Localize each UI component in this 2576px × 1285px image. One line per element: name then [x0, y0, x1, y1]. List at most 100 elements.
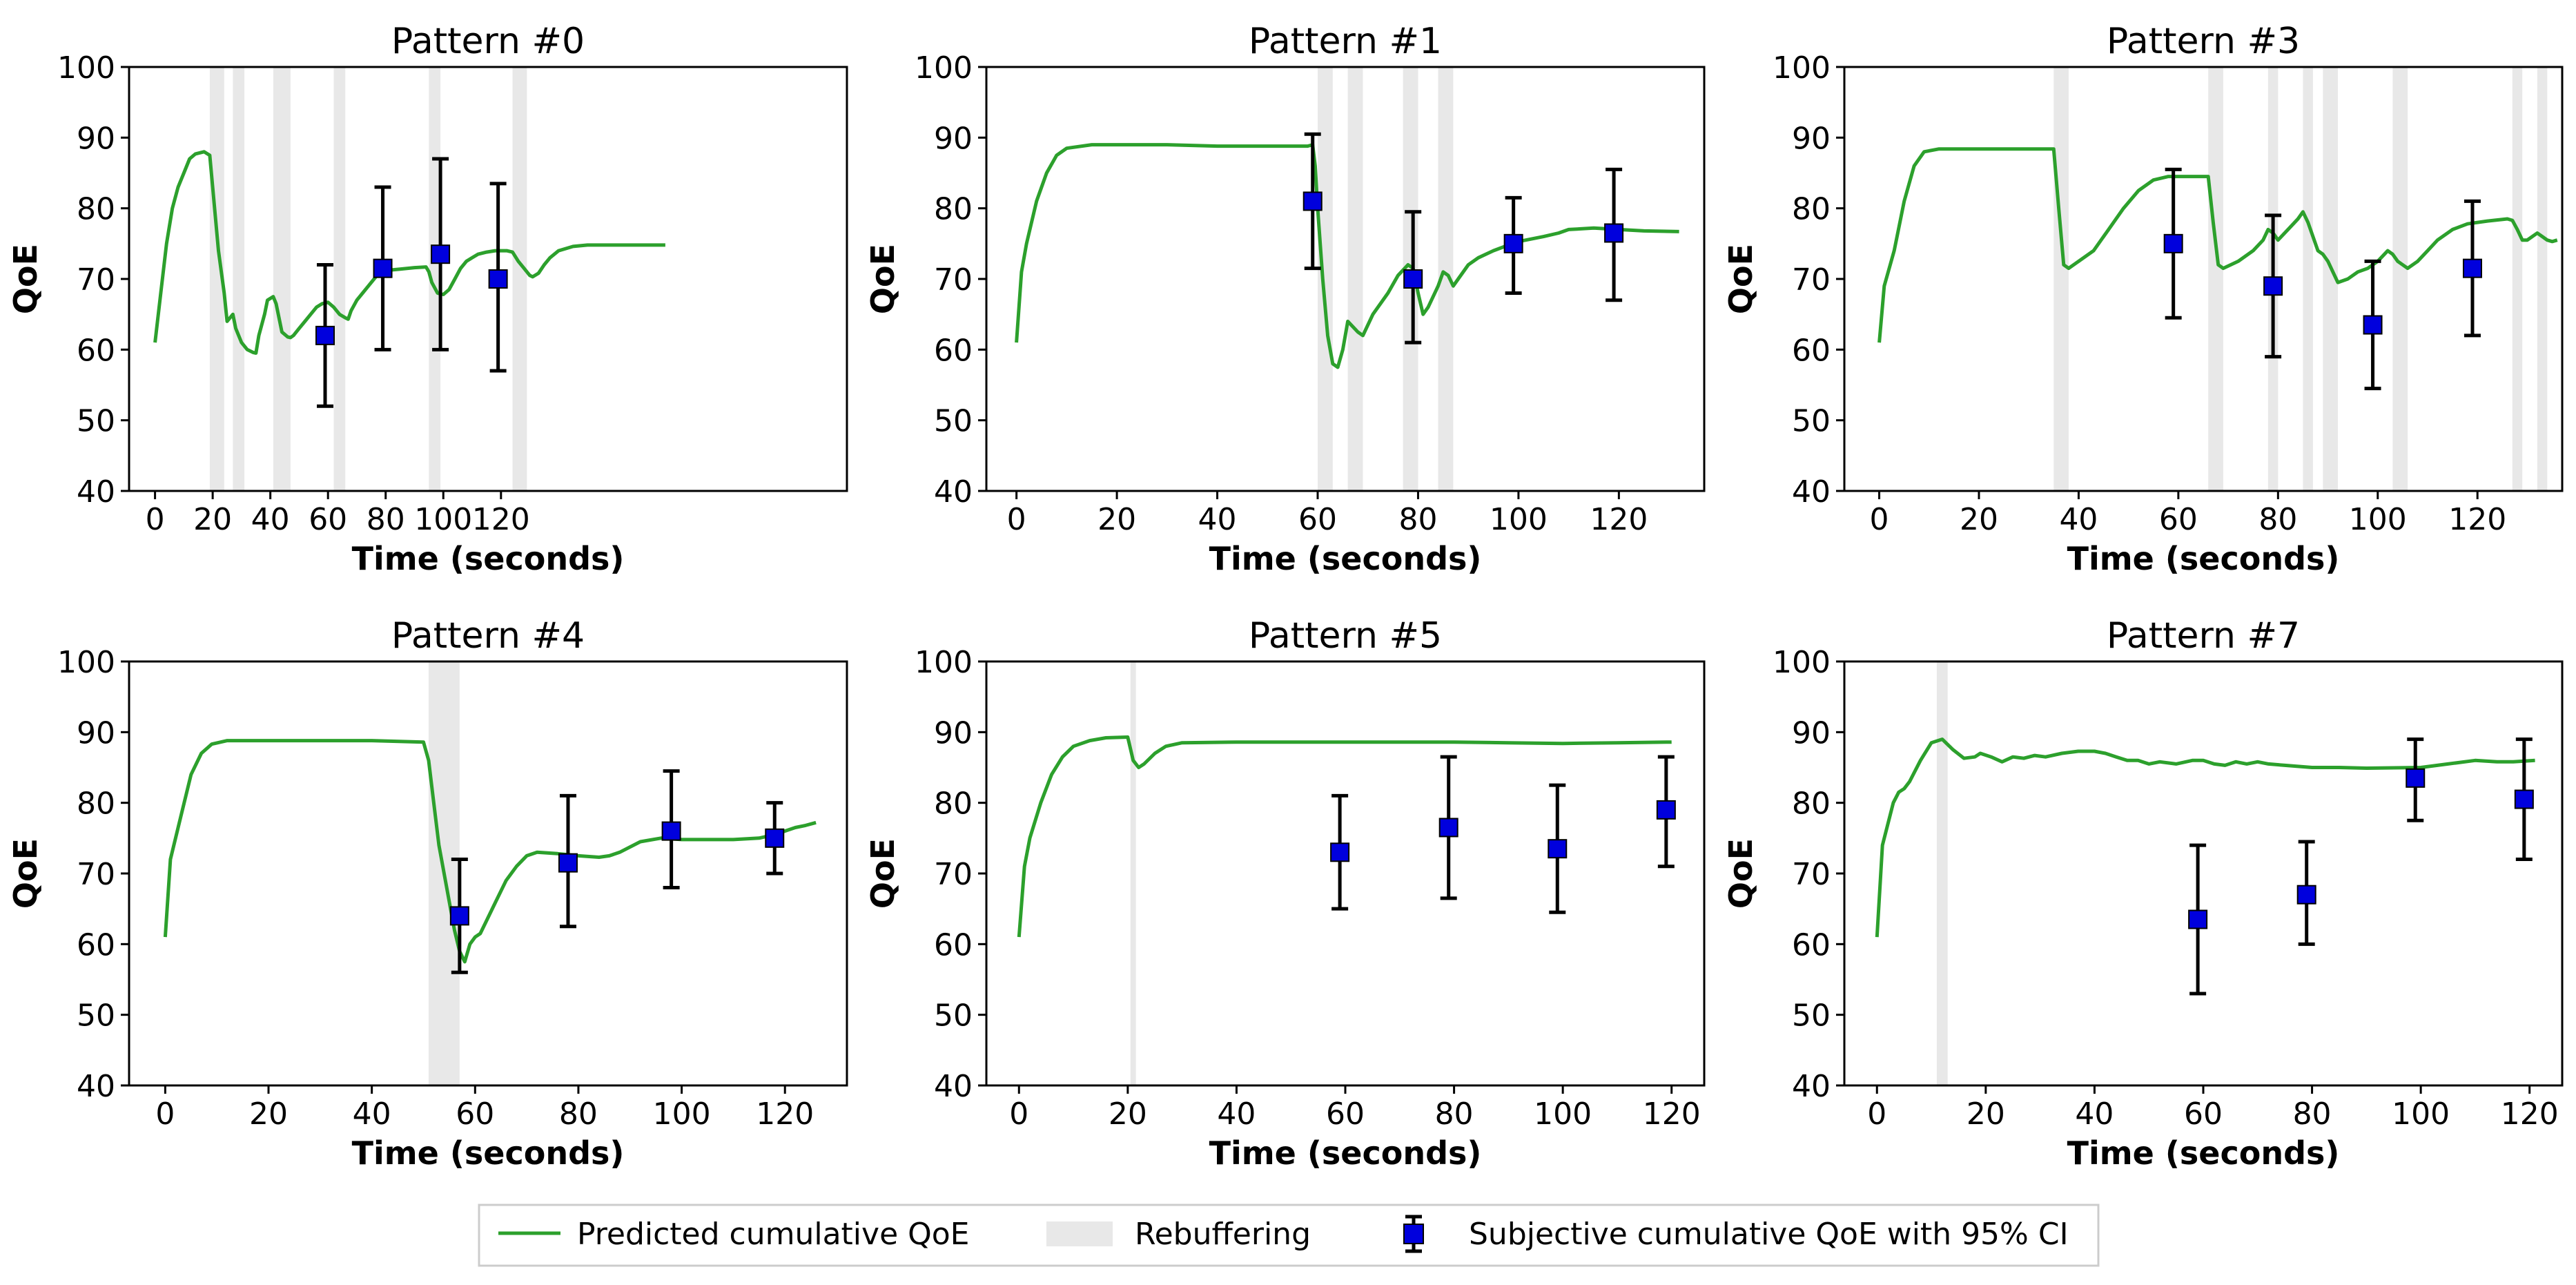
subjective-point	[2406, 737, 2426, 822]
legend-subjective-marker	[1403, 1224, 1424, 1244]
x-tick-label: 20	[1960, 502, 1998, 537]
x-tick-label: 40	[2075, 1096, 2114, 1132]
rebuffering-spans	[1130, 661, 1136, 1085]
plot-frame	[985, 66, 1706, 492]
y-tick-label: 80	[1792, 192, 1831, 227]
subjective-marker	[2163, 233, 2183, 253]
y-tick-label: 40	[1792, 1069, 1831, 1104]
plot-frame	[128, 660, 848, 1087]
subjective-point	[431, 157, 451, 351]
subjective-point	[2188, 843, 2208, 996]
y-tick-label: 50	[1792, 998, 1831, 1034]
rebuffering-span	[273, 67, 291, 491]
y-axis-label: QoE	[1722, 838, 1759, 909]
rebuffering-span	[1318, 67, 1333, 491]
y-tick-label: 60	[934, 333, 973, 368]
rebuffering-span	[333, 67, 346, 491]
x-tick-label: 0	[1870, 502, 1889, 537]
x-tick-label: 0	[1867, 1096, 1886, 1132]
x-tick-label: 0	[155, 1096, 175, 1132]
y-tick-label: 90	[934, 715, 973, 751]
predicted-qoe-line	[1015, 143, 1679, 369]
subjective-marker	[1656, 800, 1676, 820]
y-tick-label: 60	[934, 927, 973, 963]
y-tick-label: 60	[1792, 333, 1831, 368]
subjective-point	[1438, 755, 1458, 900]
subjective-marker	[2463, 258, 2482, 278]
subjective-point	[1330, 793, 1350, 911]
y-tick-label: 70	[934, 262, 973, 298]
y-tick-label: 60	[77, 927, 115, 963]
y-tick-label: 50	[77, 404, 115, 439]
x-tick-label: 40	[1198, 502, 1237, 537]
x-tick-label: 100	[2392, 1096, 2450, 1132]
y-tick-label: 90	[1792, 715, 1831, 751]
subjective-marker	[1503, 233, 1523, 253]
x-tick-label: 120	[1643, 1096, 1701, 1132]
y-tick-label: 50	[77, 998, 115, 1034]
x-tick-label: 0	[1007, 502, 1026, 537]
rebuffering-spans	[1318, 67, 1454, 491]
x-axis-label: Time (seconds)	[1209, 1134, 1482, 1172]
x-tick-label: 80	[2258, 502, 2297, 537]
rebuffering-span	[2208, 67, 2223, 491]
subjective-point	[2163, 167, 2183, 320]
x-tick-label: 100	[2349, 502, 2407, 537]
plot-frame	[1843, 660, 2564, 1087]
chart-panel-4: 0 20 40 60 80 100 120 40 50 60 70 80 90 100 Pattern #5…	[864, 615, 1706, 1172]
y-tick-label: 50	[1792, 404, 1831, 439]
y-tick-label: 80	[934, 786, 973, 822]
x-tick-label: 60	[2184, 1096, 2223, 1132]
x-tick-label: 20	[249, 1096, 288, 1132]
subjective-marker	[431, 244, 451, 264]
subjective-marker	[1330, 842, 1350, 862]
x-axis-label: Time (seconds)	[2067, 540, 2340, 577]
subjective-point	[1403, 210, 1423, 345]
x-tick-label: 20	[1097, 502, 1136, 537]
y-tick-label: 90	[1792, 121, 1831, 156]
y-tick-label: 80	[1792, 786, 1831, 822]
x-tick-label: 40	[251, 502, 290, 537]
y-tick-label: 100	[915, 645, 973, 680]
subjective-marker	[2263, 276, 2283, 296]
x-tick-label: 80	[367, 502, 405, 537]
y-tick-label: 70	[77, 857, 115, 892]
subjective-marker	[2363, 315, 2383, 335]
x-tick-label: 20	[1967, 1096, 2005, 1132]
rebuffering-span	[2053, 67, 2069, 491]
subjective-point	[2263, 213, 2283, 359]
y-tick-label: 40	[934, 474, 973, 510]
y-tick-label: 60	[1792, 927, 1831, 963]
y-tick-label: 40	[77, 474, 115, 510]
predicted-qoe-line	[1875, 737, 2535, 938]
x-tick-label: 120	[756, 1096, 814, 1132]
y-tick-label: 50	[934, 404, 973, 439]
y-tick-label: 70	[77, 262, 115, 298]
predicted-qoe-line	[163, 739, 817, 964]
chart-panel-3: 0 20 40 60 80 100 120 40 50 60 70 80 90 100 Pattern #4…	[7, 615, 848, 1172]
panel-title: Pattern #1	[1249, 21, 1442, 62]
x-tick-label: 60	[309, 502, 347, 537]
legend: Predicted cumulative QoE Rebuffering Sub…	[478, 1204, 2100, 1267]
y-axis-label: QoE	[7, 244, 44, 314]
rebuffering-span	[1438, 67, 1454, 491]
subjective-point	[449, 858, 469, 974]
y-tick-label: 50	[934, 998, 973, 1034]
x-tick-label: 100	[653, 1096, 711, 1132]
legend-rebuffer-label: Rebuffering	[1135, 1217, 1311, 1252]
subjective-marker	[373, 258, 393, 278]
rebuffering-span	[1347, 67, 1363, 491]
subjective-marker	[1548, 839, 1568, 859]
y-tick-label: 80	[77, 786, 115, 822]
y-tick-label: 70	[1792, 857, 1831, 892]
subjective-point	[2463, 199, 2482, 338]
panel-title: Pattern #3	[2107, 21, 2300, 62]
y-tick-label: 40	[934, 1069, 973, 1104]
x-tick-label: 60	[2159, 502, 2198, 537]
legend-frame	[478, 1204, 2100, 1267]
y-axis-label: QoE	[864, 838, 901, 909]
rebuffering-span	[2537, 67, 2548, 491]
subjective-point	[1548, 783, 1568, 914]
chart-panel-1: 0 20 40 60 80 100 120 40 50 60 70 80 90 100 Pattern #1…	[864, 21, 1706, 577]
